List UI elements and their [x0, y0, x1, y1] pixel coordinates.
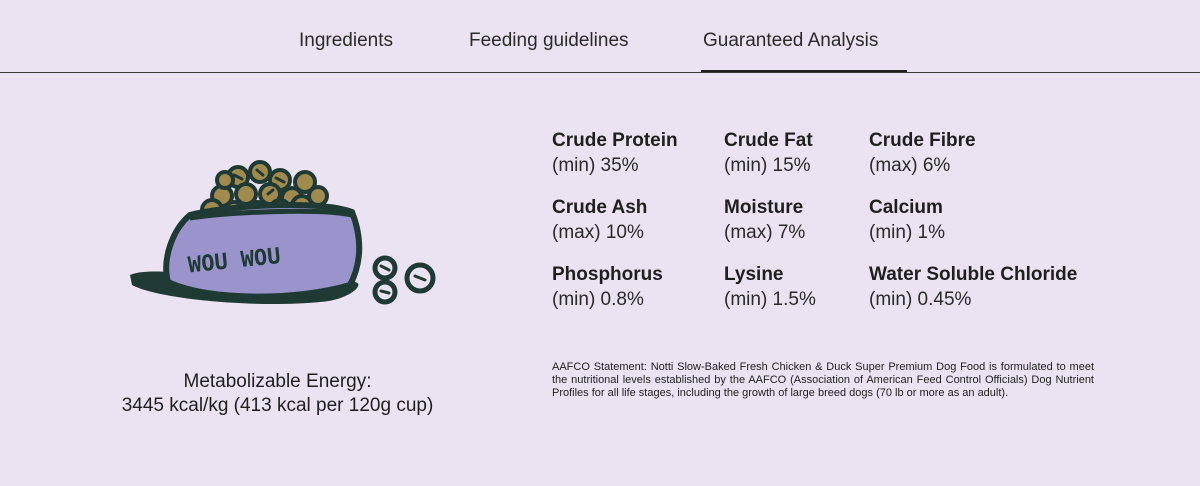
analysis-name: Crude Fat — [724, 130, 813, 151]
tab-guaranteed-analysis[interactable]: Guaranteed Analysis — [703, 30, 879, 51]
tab-feeding-guidelines[interactable]: Feeding guidelines — [469, 30, 629, 51]
analysis-name: Lysine — [724, 264, 784, 285]
analysis-value: (max) 6% — [869, 155, 951, 176]
energy-label: Metabolizable Energy: — [183, 371, 372, 392]
analysis-item-phosphorus: Phosphorus (min) 0.8% — [552, 264, 663, 314]
analysis-value: (min) 0.45% — [869, 289, 972, 310]
tab-bar: Ingredients Feeding guidelines Guarantee… — [0, 0, 1200, 73]
analysis-value: (max) 7% — [724, 222, 806, 243]
analysis-name: Water Soluble Chloride — [869, 264, 1078, 285]
analysis-item-lysine: Lysine (min) 1.5% — [724, 264, 816, 314]
analysis-item-calcium: Calcium (min) 1% — [869, 197, 945, 247]
analysis-value: (min) 0.8% — [552, 289, 644, 310]
analysis-value: (min) 35% — [552, 155, 639, 176]
analysis-name: Crude Protein — [552, 130, 678, 151]
analysis-name: Phosphorus — [552, 264, 663, 285]
analysis-name: Calcium — [869, 197, 943, 218]
analysis-value: (min) 1.5% — [724, 289, 816, 310]
analysis-value: (max) 10% — [552, 222, 644, 243]
analysis-item-moisture: Moisture (max) 7% — [724, 197, 805, 247]
tab-ingredients[interactable]: Ingredients — [299, 30, 394, 51]
analysis-value: (min) 15% — [724, 155, 811, 176]
analysis-name: Moisture — [724, 197, 804, 218]
aafco-statement: AAFCO Statement: Notti Slow-Baked Fresh … — [552, 361, 1094, 399]
analysis-name: Crude Fibre — [869, 130, 976, 151]
active-tab-indicator — [701, 70, 907, 72]
energy-value: 3445 kcal/kg (413 kcal per 120g cup) — [121, 395, 434, 416]
analysis-item-crude-fibre: Crude Fibre (max) 6% — [869, 130, 976, 180]
analysis-item-crude-protein: Crude Protein (min) 35% — [552, 130, 678, 180]
analysis-item-crude-ash: Crude Ash (max) 10% — [552, 197, 647, 247]
analysis-value: (min) 1% — [869, 222, 946, 243]
analysis-item-crude-fat: Crude Fat (min) 15% — [724, 130, 813, 180]
metabolizable-energy: Metabolizable Energy: 3445 kcal/kg (413 … — [90, 370, 465, 418]
analysis-item-water-soluble-chloride: Water Soluble Chloride (min) 0.45% — [869, 264, 1077, 314]
analysis-name: Crude Ash — [552, 197, 648, 218]
dog-bowl-illustration: WOU WOU — [130, 160, 436, 305]
